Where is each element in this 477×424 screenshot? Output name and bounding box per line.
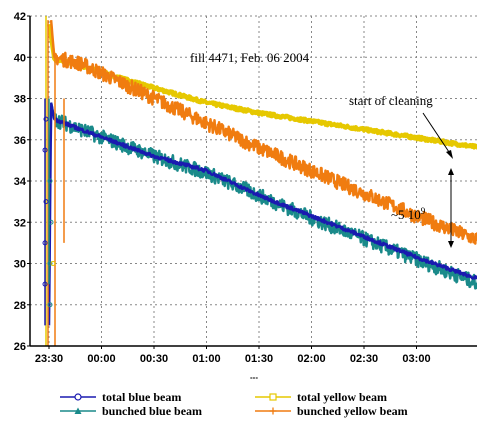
series-line-3: [49, 19, 477, 245]
tick-labels: 26 28 30 32 34 36 38 40 42 23:30 00:00 00:30 01:00 01…: [14, 11, 431, 365]
legend-label-3: bunched yellow beam: [297, 404, 408, 418]
x-tick-label: 23:30: [35, 353, 63, 365]
y-tick-label: 30: [14, 259, 26, 271]
legend-label-2: total yellow beam: [297, 390, 387, 404]
y-tick-label: 32: [14, 217, 26, 229]
startup-marker-7: [48, 219, 54, 225]
legend-marker-circle: [74, 393, 82, 401]
x-tick-label: 02:30: [350, 353, 378, 365]
y-tick-label: 34: [14, 176, 27, 188]
x-tick-label: 01:00: [192, 353, 220, 365]
startup-marker-5: [47, 302, 53, 308]
legend-marker-plus: [269, 407, 277, 415]
y-tick-label: 42: [14, 11, 26, 23]
x-tick-label: 00:00: [87, 353, 115, 365]
chart-axes: [27, 15, 477, 349]
legend-marker-triangle: [74, 407, 82, 414]
cleaning-annotation: start of cleaning: [349, 93, 433, 108]
startup-marker-4: [43, 116, 49, 122]
x-axis-label: ---: [250, 373, 258, 382]
cleaning-arrow-line: [422, 112, 452, 156]
y-tick-label: 40: [14, 52, 26, 64]
startup-marker-1: [42, 240, 48, 246]
series-layer: [42, 16, 477, 346]
legend-label-1: bunched blue beam: [102, 404, 202, 418]
x-tick-label: 03:00: [402, 353, 430, 365]
y-tick-label: 28: [14, 300, 26, 312]
y-tick-label: 38: [14, 94, 26, 106]
x-tick-label: 01:30: [245, 353, 273, 365]
legend-label-0: total blue beam: [102, 390, 181, 404]
startup-marker-0: [42, 281, 48, 287]
y-tick-label: 26: [14, 341, 26, 353]
intensity-drop-arrowhead-top: [448, 168, 454, 175]
legend-marker-square: [269, 393, 277, 401]
x-tick-label: 00:30: [140, 353, 168, 365]
x-tick-label: 02:00: [297, 353, 325, 365]
startup-marker-8: [47, 178, 53, 184]
intensity-drop-arrowhead-bottom: [448, 241, 454, 248]
startup-marker-6: [47, 261, 53, 266]
fill-annotation: fill 4471, Feb. 06 2004: [190, 50, 310, 65]
series-line-0: [47, 102, 477, 326]
intensity-drop-annotation: ~5 109: [391, 206, 426, 222]
startup-marker-2: [43, 199, 49, 205]
cleaning-arrow-head: [446, 150, 453, 159]
startup-marker-9: [50, 261, 56, 266]
y-tick-label: 36: [14, 135, 26, 147]
startup-marker-3: [42, 147, 48, 153]
